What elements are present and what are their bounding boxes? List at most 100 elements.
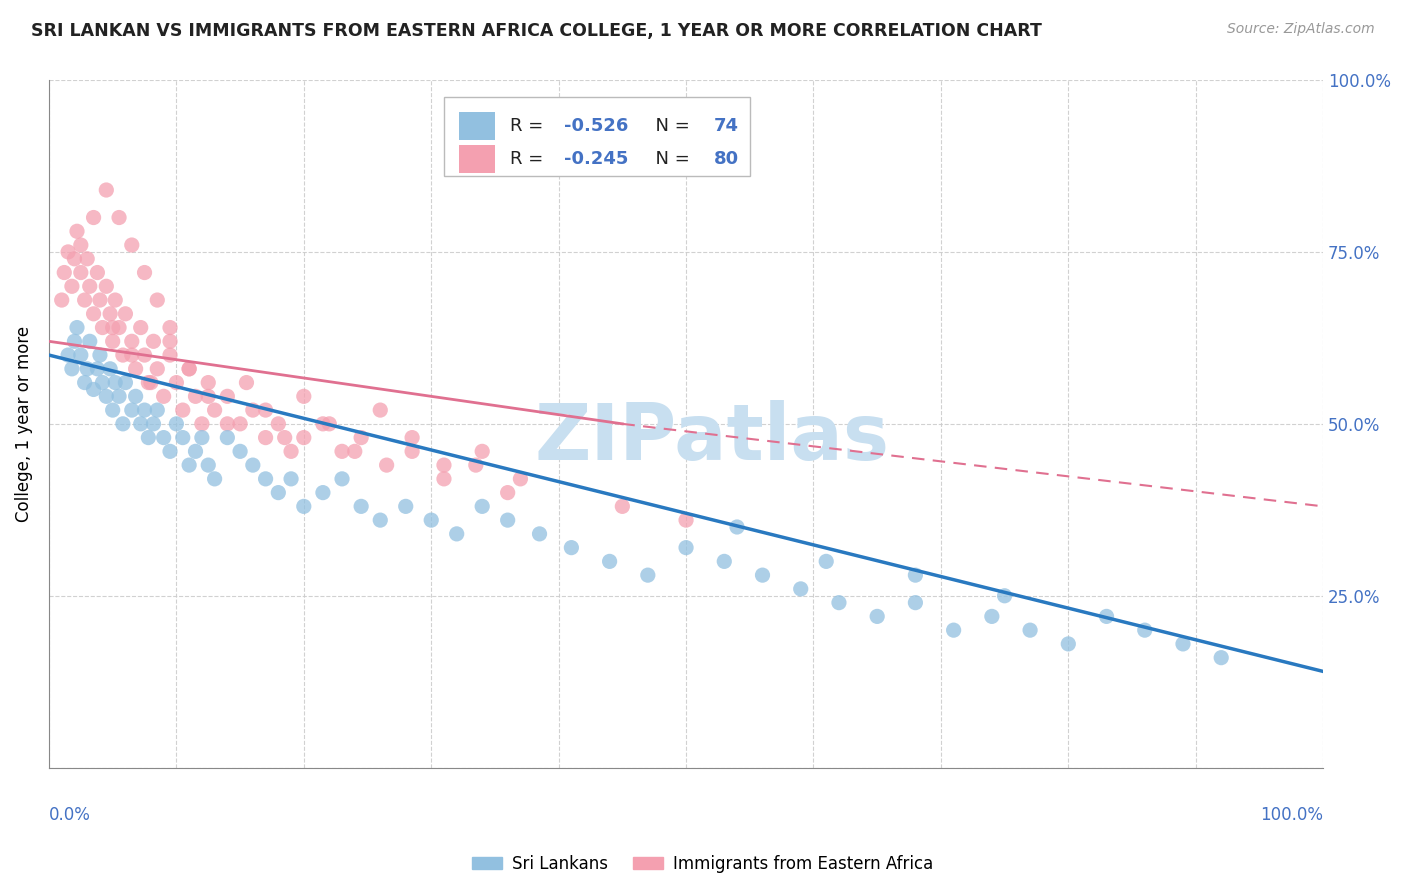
Point <box>254 403 277 417</box>
Point <box>142 334 165 349</box>
FancyBboxPatch shape <box>460 145 495 173</box>
Point <box>73 293 96 307</box>
Point <box>599 554 621 568</box>
Point <box>86 266 108 280</box>
Point <box>96 389 118 403</box>
Point <box>51 293 73 307</box>
Point <box>790 582 813 596</box>
Point <box>76 252 98 266</box>
Point <box>138 431 160 445</box>
Point <box>56 244 79 259</box>
Point <box>509 472 531 486</box>
Point <box>139 376 162 390</box>
Point <box>292 389 315 403</box>
Point <box>942 623 965 637</box>
Point <box>330 444 353 458</box>
Point <box>89 293 111 307</box>
Point <box>612 500 634 514</box>
Point <box>471 500 494 514</box>
Point <box>121 238 143 252</box>
Point <box>496 485 519 500</box>
Point <box>69 238 91 252</box>
Text: Source: ZipAtlas.com: Source: ZipAtlas.com <box>1227 22 1375 37</box>
Point <box>217 389 239 403</box>
Point <box>401 431 423 445</box>
Point <box>350 431 373 445</box>
Point <box>280 444 302 458</box>
Point <box>1057 637 1080 651</box>
Point <box>108 211 131 225</box>
Point <box>1095 609 1118 624</box>
Point <box>273 431 295 445</box>
Point <box>254 431 277 445</box>
Point <box>280 472 302 486</box>
Point <box>63 252 86 266</box>
Point <box>229 444 252 458</box>
Point <box>420 513 443 527</box>
Point <box>242 403 264 417</box>
Point <box>318 417 340 431</box>
Point <box>267 417 290 431</box>
Point <box>204 403 226 417</box>
Point <box>111 417 134 431</box>
Point <box>98 307 121 321</box>
Point <box>179 361 201 376</box>
Point <box>165 376 187 390</box>
Point <box>637 568 659 582</box>
Point <box>560 541 582 555</box>
Point <box>197 376 219 390</box>
Point <box>197 389 219 403</box>
Point <box>63 334 86 349</box>
Point <box>866 609 889 624</box>
Point <box>83 307 105 321</box>
Point <box>172 431 194 445</box>
Point <box>56 348 79 362</box>
Point <box>312 417 335 431</box>
Point <box>134 266 156 280</box>
Text: ZIPatlas: ZIPatlas <box>534 400 889 475</box>
Point <box>104 376 127 390</box>
Point <box>204 472 226 486</box>
Point <box>235 376 257 390</box>
Point <box>713 554 735 568</box>
Point <box>242 458 264 472</box>
Point <box>330 472 353 486</box>
Point <box>292 500 315 514</box>
Point <box>191 417 214 431</box>
Point <box>675 513 697 527</box>
Point <box>191 431 214 445</box>
Point <box>96 183 118 197</box>
Point <box>53 266 76 280</box>
Point <box>89 348 111 362</box>
Point <box>104 293 127 307</box>
Legend: Sri Lankans, Immigrants from Eastern Africa: Sri Lankans, Immigrants from Eastern Afr… <box>465 848 941 880</box>
Point <box>446 527 468 541</box>
Point <box>159 334 181 349</box>
Point <box>994 589 1017 603</box>
Point <box>815 554 838 568</box>
Point <box>197 458 219 472</box>
Point <box>121 403 143 417</box>
Point <box>343 444 366 458</box>
Text: N =: N = <box>644 117 696 135</box>
Point <box>159 348 181 362</box>
Point <box>1019 623 1042 637</box>
Text: 74: 74 <box>714 117 740 135</box>
Point <box>496 513 519 527</box>
Point <box>350 500 373 514</box>
Point <box>179 458 201 472</box>
Point <box>751 568 773 582</box>
Point <box>101 403 124 417</box>
Point <box>101 334 124 349</box>
Point <box>184 389 207 403</box>
FancyBboxPatch shape <box>444 97 749 177</box>
Point <box>433 472 456 486</box>
Point <box>184 444 207 458</box>
Point <box>395 500 418 514</box>
Point <box>121 348 143 362</box>
Point <box>66 224 89 238</box>
Point <box>675 541 697 555</box>
Point <box>368 403 391 417</box>
Point <box>1211 650 1233 665</box>
Point <box>60 279 83 293</box>
